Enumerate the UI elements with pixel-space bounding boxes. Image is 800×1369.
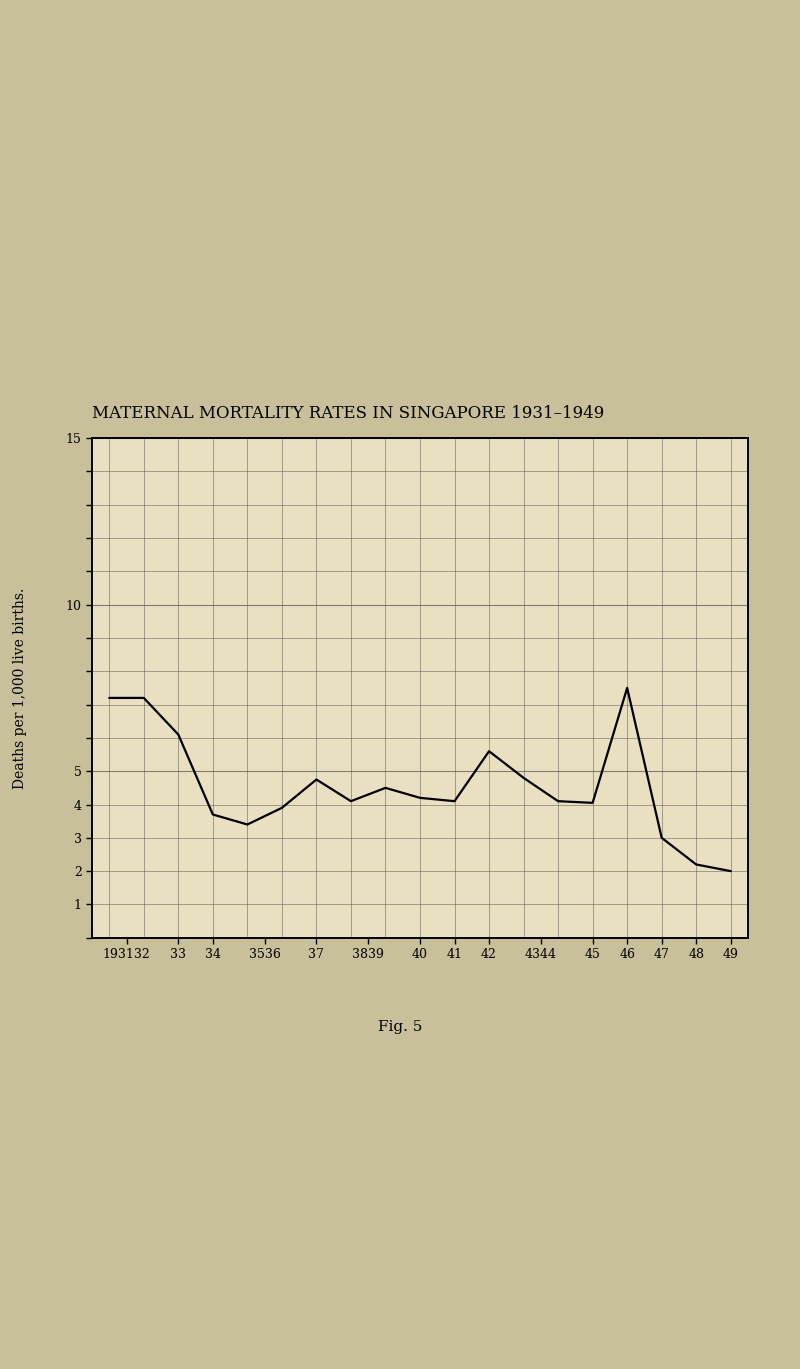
Text: MATERNAL MORTALITY RATES IN SINGAPORE 1931–1949: MATERNAL MORTALITY RATES IN SINGAPORE 19… [92, 405, 604, 422]
Text: Deaths per 1,000 live births.: Deaths per 1,000 live births. [13, 587, 27, 789]
Text: Fig. 5: Fig. 5 [378, 1020, 422, 1034]
